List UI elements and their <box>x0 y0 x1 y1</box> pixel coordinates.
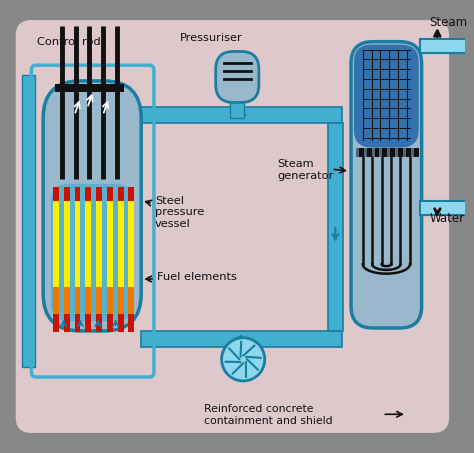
FancyBboxPatch shape <box>51 184 133 321</box>
Bar <box>53 314 59 332</box>
Bar <box>22 75 35 367</box>
Bar <box>230 102 244 118</box>
Bar <box>128 198 134 287</box>
Bar <box>96 198 102 287</box>
Bar <box>141 331 342 347</box>
Bar <box>85 314 91 332</box>
Bar <box>85 287 91 314</box>
Bar <box>64 187 70 201</box>
Bar <box>96 314 102 332</box>
Bar <box>367 148 372 157</box>
Bar <box>390 148 395 157</box>
Bar <box>128 287 134 314</box>
Bar <box>359 148 364 157</box>
Bar <box>128 187 134 201</box>
FancyBboxPatch shape <box>351 42 422 328</box>
Bar <box>96 187 102 201</box>
Bar <box>85 198 91 287</box>
Bar <box>96 287 102 314</box>
Text: Fuel elements: Fuel elements <box>157 272 237 282</box>
Text: Control rods: Control rods <box>37 37 107 47</box>
Bar <box>96 84 110 92</box>
FancyBboxPatch shape <box>354 44 419 148</box>
FancyBboxPatch shape <box>216 52 259 102</box>
Bar <box>64 287 70 314</box>
Bar <box>419 201 471 215</box>
Bar <box>69 84 82 92</box>
Bar <box>107 198 113 287</box>
Text: Steam: Steam <box>429 15 468 29</box>
Bar <box>74 314 81 332</box>
Bar <box>74 187 81 201</box>
Bar <box>118 287 124 314</box>
Bar <box>107 314 113 332</box>
Bar <box>53 187 59 201</box>
Bar <box>118 198 124 287</box>
Bar <box>383 148 387 157</box>
Bar <box>128 314 134 332</box>
Bar <box>64 198 70 287</box>
Text: Reinforced concrete
containment and shield: Reinforced concrete containment and shie… <box>204 405 333 426</box>
Bar <box>118 187 124 201</box>
Text: Water: Water <box>429 212 465 225</box>
FancyBboxPatch shape <box>43 81 141 331</box>
Bar <box>64 314 70 332</box>
Bar <box>107 287 113 314</box>
FancyBboxPatch shape <box>16 20 449 433</box>
Bar <box>374 148 380 157</box>
Bar <box>53 198 59 287</box>
Text: Steel
pressure
vessel: Steel pressure vessel <box>155 196 204 229</box>
Bar <box>53 287 59 314</box>
Bar <box>328 123 343 331</box>
Bar <box>141 107 342 123</box>
Bar <box>406 148 411 157</box>
FancyBboxPatch shape <box>5 10 460 443</box>
Bar <box>118 314 124 332</box>
Bar <box>74 287 81 314</box>
Bar <box>74 198 81 287</box>
Text: Steam
generator: Steam generator <box>277 159 334 181</box>
Text: Pressuriser: Pressuriser <box>180 33 242 43</box>
Bar <box>110 84 124 92</box>
Bar <box>356 148 417 157</box>
Bar <box>85 187 91 201</box>
Circle shape <box>222 338 265 381</box>
Bar <box>107 187 113 201</box>
Bar <box>55 84 69 92</box>
Bar <box>82 84 96 92</box>
Bar <box>398 148 403 157</box>
Bar <box>414 148 419 157</box>
Bar <box>419 39 471 53</box>
